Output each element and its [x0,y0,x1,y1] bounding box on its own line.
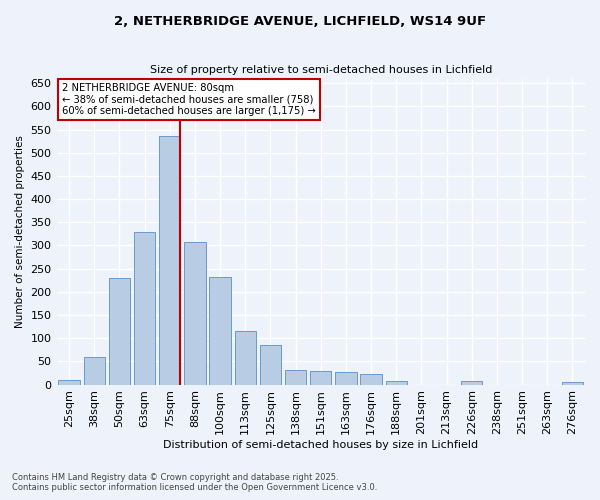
Bar [260,345,281,385]
Bar [83,357,105,384]
Bar [386,382,407,384]
Text: 2, NETHERBRIDGE AVENUE, LICHFIELD, WS14 9UF: 2, NETHERBRIDGE AVENUE, LICHFIELD, WS14 … [114,15,486,28]
Bar [159,136,181,384]
X-axis label: Distribution of semi-detached houses by size in Lichfield: Distribution of semi-detached houses by … [163,440,478,450]
Bar [285,370,307,384]
Bar [134,232,155,384]
Bar [335,372,356,384]
Bar [235,332,256,384]
Bar [361,374,382,384]
Bar [310,370,331,384]
Bar [562,382,583,384]
Bar [58,380,80,384]
Bar [184,242,206,384]
Title: Size of property relative to semi-detached houses in Lichfield: Size of property relative to semi-detach… [149,65,492,75]
Bar [209,276,231,384]
Text: 2 NETHERBRIDGE AVENUE: 80sqm
← 38% of semi-detached houses are smaller (758)
60%: 2 NETHERBRIDGE AVENUE: 80sqm ← 38% of se… [62,83,316,116]
Y-axis label: Number of semi-detached properties: Number of semi-detached properties [15,135,25,328]
Bar [461,382,482,384]
Bar [109,278,130,384]
Text: Contains HM Land Registry data © Crown copyright and database right 2025.
Contai: Contains HM Land Registry data © Crown c… [12,473,377,492]
